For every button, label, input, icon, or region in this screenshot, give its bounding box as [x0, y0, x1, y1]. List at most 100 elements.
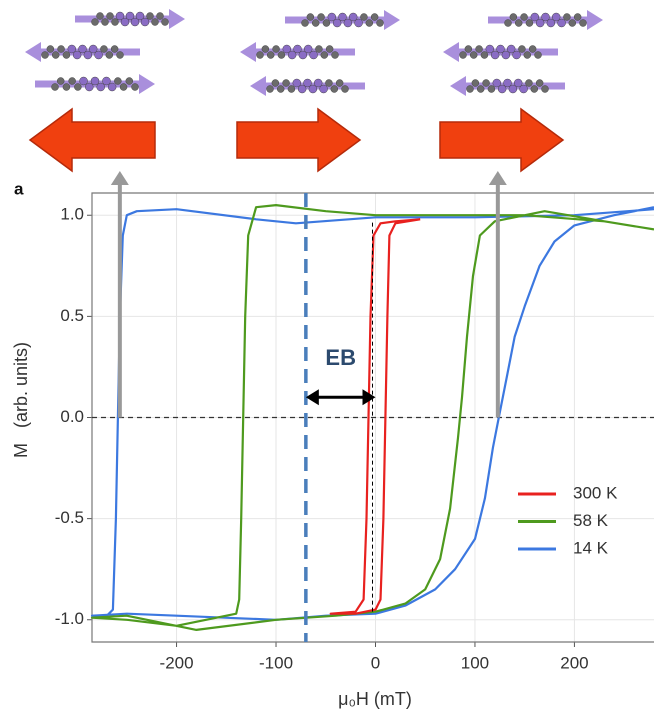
atom: [114, 77, 122, 85]
atom: [519, 84, 528, 94]
atom: [376, 19, 384, 27]
molecule: [450, 76, 565, 96]
spin-arrow-head: [139, 74, 155, 94]
atom: [46, 45, 55, 53]
x-tick-label: -200: [160, 653, 194, 672]
atom: [51, 83, 59, 91]
atom: [297, 84, 307, 94]
atom: [322, 19, 331, 27]
x-tick-label: 200: [560, 653, 588, 672]
atom: [514, 19, 523, 27]
atom: [91, 18, 99, 26]
atom: [579, 19, 587, 27]
atom: [100, 45, 108, 53]
legend-label: 300 K: [573, 483, 618, 502]
panel-label: a: [14, 179, 24, 198]
atom: [303, 78, 312, 88]
atom: [306, 13, 315, 21]
atom: [546, 18, 556, 28]
atom: [490, 50, 500, 60]
atom: [88, 44, 98, 54]
atom: [513, 78, 523, 88]
x-axis-label: μ₀H (mT): [338, 689, 412, 709]
atom: [325, 79, 333, 87]
x-tick-label: 100: [461, 653, 489, 672]
atom: [110, 45, 119, 53]
atom: [72, 50, 82, 60]
eb-arrow-head: [305, 389, 319, 406]
atom: [497, 84, 507, 94]
magnetization-arrow: [439, 107, 565, 173]
atom: [568, 19, 577, 27]
atom: [541, 12, 550, 22]
eb-arrow-head: [362, 389, 376, 406]
y-tick-label: 0.5: [60, 306, 84, 325]
atom: [303, 44, 313, 54]
atom: [331, 51, 339, 59]
molecule: [35, 74, 155, 94]
atom: [541, 85, 549, 93]
series-line: [90, 206, 654, 621]
molecule: [488, 10, 603, 30]
atom: [156, 12, 164, 20]
molecule: [443, 42, 558, 62]
atom: [119, 83, 128, 91]
atom: [271, 79, 280, 87]
atom: [96, 12, 104, 20]
atom: [287, 85, 296, 93]
atom: [370, 13, 379, 21]
atom: [512, 50, 521, 60]
atom: [51, 51, 60, 59]
atom: [492, 78, 502, 88]
atom: [301, 19, 309, 27]
atom: [105, 51, 114, 59]
atom: [116, 51, 124, 59]
atom: [330, 85, 339, 93]
atom: [506, 44, 516, 54]
atom: [115, 11, 125, 21]
spin-arrow-head: [450, 76, 466, 96]
y-tick-label: 0.0: [60, 407, 84, 426]
atom: [111, 18, 119, 26]
atom: [530, 12, 540, 22]
atom: [276, 85, 285, 93]
molecule: [250, 76, 365, 96]
y-tick-label: 1.0: [60, 205, 84, 224]
y-axis-label: M (arb. units): [11, 342, 31, 458]
atom: [535, 79, 544, 87]
atom: [90, 76, 100, 86]
x-tick-label: 0: [371, 653, 380, 672]
magnetization-arrow: [236, 107, 362, 173]
atom: [496, 44, 505, 54]
atom: [151, 18, 159, 26]
illustration: [25, 9, 603, 173]
atom: [130, 17, 140, 27]
spin-arrow-head: [240, 42, 256, 62]
atom: [525, 79, 533, 87]
atom: [120, 17, 130, 27]
atom: [476, 85, 485, 93]
atom: [57, 45, 65, 53]
atom: [348, 12, 358, 22]
magnetization-arrow: [28, 107, 156, 173]
atom: [106, 12, 114, 20]
atom: [563, 13, 571, 21]
atom: [140, 17, 150, 27]
atom: [56, 77, 65, 85]
atom: [503, 78, 512, 88]
atom: [365, 19, 374, 27]
atom: [332, 18, 342, 28]
atom: [102, 76, 111, 86]
atom: [79, 76, 88, 86]
legend-label: 58 K: [573, 511, 609, 530]
atom: [41, 51, 49, 59]
atom: [520, 13, 528, 21]
atom: [161, 18, 169, 26]
atom: [530, 85, 539, 93]
atom: [528, 45, 537, 53]
atom: [135, 11, 145, 21]
atom: [85, 82, 94, 92]
atom: [534, 51, 542, 59]
molecule: [25, 42, 140, 62]
atom: [266, 51, 275, 59]
